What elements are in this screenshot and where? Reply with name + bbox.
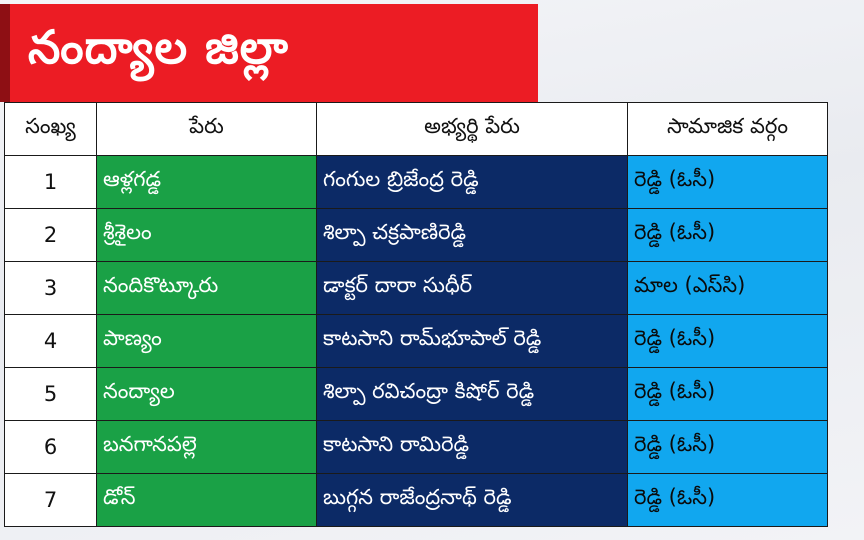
header-caste: సామాజిక వర్గం (627, 102, 828, 156)
caste-group: రెడ్డి (ఓసీ) (627, 420, 828, 474)
table-row: 4 పాణ్యం కాటసాని రామ్‌భూపాల్ రెడ్డి రెడ్… (4, 314, 828, 368)
header-constituency: పేరు (96, 102, 317, 156)
caste-group: రెడ్డి (ఓసీ) (627, 208, 828, 262)
table-row: 1 ఆళ్లగడ్డ గంగుల బ్రిజేంద్ర రెడ్డి రెడ్డ… (4, 155, 828, 209)
candidate-name: శిల్పా చక్రపాణిరెడ్డి (316, 208, 628, 262)
table-row: 2 శ్రీశైలం శిల్పా చక్రపాణిరెడ్డి రెడ్డి … (4, 208, 828, 262)
constituency-name: బనగానపల్లె (96, 420, 317, 474)
row-number: 7 (4, 473, 97, 527)
constituency-name: ఆళ్లగడ్డ (96, 155, 317, 209)
constituency-name: డోన్ (96, 473, 317, 527)
header-candidate: అభ్యర్థి పేరు (316, 102, 628, 156)
row-number: 4 (4, 314, 97, 368)
row-number: 1 (4, 155, 97, 209)
page-title: నంద్యాల జిల్లా (28, 20, 289, 74)
caste-group: రెడ్డి (ఓసీ) (627, 314, 828, 368)
caste-group: మాల (ఎస్‌సి) (627, 261, 828, 315)
row-number: 2 (4, 208, 97, 262)
candidate-name: డాక్టర్ దారా సుధీర్ (316, 261, 628, 315)
candidate-name: కాటసాని రామిరెడ్డి (316, 420, 628, 474)
table-header-row: సంఖ్య పేరు అభ్యర్థి పేరు సామాజిక వర్గం (4, 102, 828, 156)
caste-group: రెడ్డి (ఓసీ) (627, 473, 828, 527)
table-row: 5 నంద్యాల శిల్పా రవిచంద్రా కిషోర్ రెడ్డి… (4, 367, 828, 421)
title-banner: నంద్యాల జిల్లా (0, 4, 538, 102)
candidates-table: సంఖ్య పేరు అభ్యర్థి పేరు సామాజిక వర్గం 1… (4, 102, 828, 527)
constituency-name: నంద్యాల (96, 367, 317, 421)
candidate-name: కాటసాని రామ్‌భూపాల్ రెడ్డి (316, 314, 628, 368)
header-number: సంఖ్య (4, 102, 97, 156)
row-number: 5 (4, 367, 97, 421)
table-row: 3 నందికొట్కూరు డాక్టర్ దారా సుధీర్ మాల (… (4, 261, 828, 315)
constituency-name: శ్రీశైలం (96, 208, 317, 262)
row-number: 3 (4, 261, 97, 315)
table-row: 6 బనగానపల్లె కాటసాని రామిరెడ్డి రెడ్డి (… (4, 420, 828, 474)
candidate-name: శిల్పా రవిచంద్రా కిషోర్ రెడ్డి (316, 367, 628, 421)
candidate-name: బుగ్గన రాజేంద్రనాథ్ రెడ్డి (316, 473, 628, 527)
constituency-name: పాణ్యం (96, 314, 317, 368)
table-row: 7 డోన్ బుగ్గన రాజేంద్రనాథ్ రెడ్డి రెడ్డి… (4, 473, 828, 527)
candidate-name: గంగుల బ్రిజేంద్ర రెడ్డి (316, 155, 628, 209)
caste-group: రెడ్డి (ఓసీ) (627, 155, 828, 209)
caste-group: రెడ్డి (ఓసీ) (627, 367, 828, 421)
row-number: 6 (4, 420, 97, 474)
constituency-name: నందికొట్కూరు (96, 261, 317, 315)
